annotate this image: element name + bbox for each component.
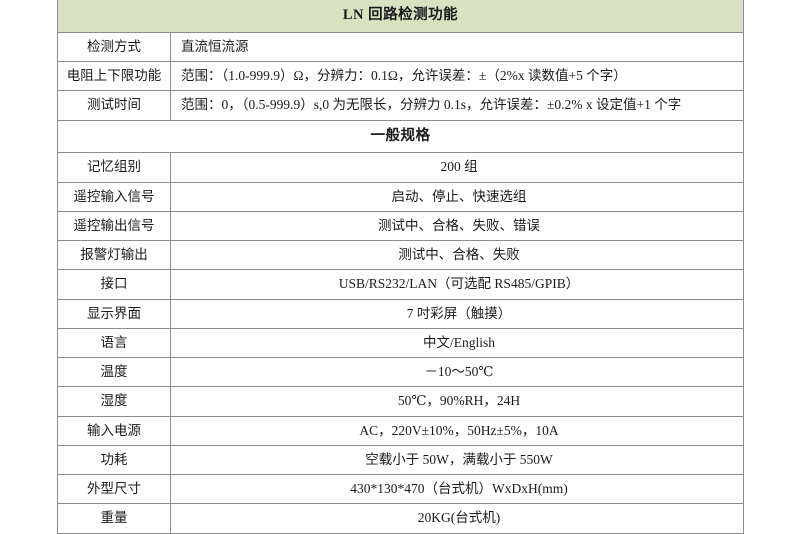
table-row: 功耗 空载小于 50W，满载小于 550W	[57, 444, 744, 476]
table-row: 外型尺寸 430*130*470（台式机）WxDxH(mm)	[57, 473, 744, 505]
row-value-memory-groups: 200 组	[170, 152, 744, 183]
table-row: 接口 USB/RS232/LAN（可选配 RS485/GPIB）	[57, 269, 744, 300]
row-label-memory-groups: 记忆组别	[57, 152, 171, 183]
row-label-detection-method: 检测方式	[57, 31, 171, 63]
row-label-resistance-limit: 电阻上下限功能	[57, 60, 171, 92]
section-header-general-spec: 一般规格	[57, 119, 744, 154]
table-row: 输入电源 AC，220V±10%，50Hz±5%，10A	[57, 415, 744, 446]
section-header-label: 一般规格	[57, 119, 744, 154]
row-label-alarm-light-output: 报警灯输出	[57, 239, 171, 271]
row-label-weight: 重量	[57, 503, 171, 534]
row-value-power-consumption: 空载小于 50W，满载小于 550W	[170, 444, 744, 476]
table-row: 记忆组别 200 组	[57, 152, 744, 183]
table-row: 报警灯输出 测试中、合格、失败	[57, 239, 744, 271]
table-row: 遥控输入信号 启动、停止、快速选组	[57, 181, 744, 212]
row-label-language: 语言	[57, 327, 171, 359]
specification-table: LN 回路检测功能 检测方式 直流恒流源 电阻上下限功能 范围：（1.0-999…	[57, 0, 744, 534]
row-label-remote-output: 遥控输出信号	[57, 210, 171, 242]
row-label-humidity: 湿度	[57, 386, 171, 417]
row-label-input-power: 输入电源	[57, 415, 171, 446]
table-row: 重量 20KG(台式机)	[57, 503, 744, 534]
table-row: 显示界面 7 吋彩屏（触摸）	[57, 298, 744, 329]
row-value-temperature: －10～50℃	[170, 356, 744, 388]
row-value-detection-method: 直流恒流源	[170, 31, 744, 63]
row-label-test-time: 测试时间	[57, 90, 171, 121]
table-row: 湿度 50℃，90%RH，24H	[57, 386, 744, 417]
table-row: 遥控输出信号 测试中、合格、失败、错误	[57, 210, 744, 242]
row-value-humidity: 50℃，90%RH，24H	[170, 386, 744, 417]
row-label-remote-input: 遥控输入信号	[57, 181, 171, 212]
row-value-interface: USB/RS232/LAN（可选配 RS485/GPIB）	[170, 269, 744, 300]
table-row: 语言 中文/English	[57, 327, 744, 359]
row-value-display: 7 吋彩屏（触摸）	[170, 298, 744, 329]
section-header-label: LN 回路检测功能	[57, 0, 744, 33]
table-row: 温度 －10～50℃	[57, 356, 744, 388]
row-value-dimensions: 430*130*470（台式机）WxDxH(mm)	[170, 473, 744, 505]
row-label-dimensions: 外型尺寸	[57, 473, 171, 505]
row-value-language: 中文/English	[170, 327, 744, 359]
row-value-weight: 20KG(台式机)	[170, 503, 744, 534]
row-value-remote-output: 测试中、合格、失败、错误	[170, 210, 744, 242]
document-page: LN 回路检测功能 检测方式 直流恒流源 电阻上下限功能 范围：（1.0-999…	[57, 0, 744, 534]
row-value-alarm-light-output: 测试中、合格、失败	[170, 239, 744, 271]
row-value-input-power: AC，220V±10%，50Hz±5%，10A	[170, 415, 744, 446]
row-label-display: 显示界面	[57, 298, 171, 329]
table-row: 电阻上下限功能 范围：（1.0-999.9）Ω，分辨力：0.1Ω，允许误差：±（…	[57, 60, 744, 92]
table-row: 检测方式 直流恒流源	[57, 31, 744, 63]
section-header-ln-loop: LN 回路检测功能	[57, 0, 744, 33]
table-row: 测试时间 范围：0，（0.5-999.9）s,0 为无限长，分辨力 0.1s，允…	[57, 90, 744, 121]
row-label-power-consumption: 功耗	[57, 444, 171, 476]
row-value-test-time: 范围：0，（0.5-999.9）s,0 为无限长，分辨力 0.1s，允许误差：±…	[170, 90, 744, 121]
row-label-temperature: 温度	[57, 356, 171, 388]
row-label-interface: 接口	[57, 269, 171, 300]
row-value-remote-input: 启动、停止、快速选组	[170, 181, 744, 212]
row-value-resistance-limit: 范围：（1.0-999.9）Ω，分辨力：0.1Ω，允许误差：±（2%x 读数值+…	[170, 60, 744, 92]
table-body: LN 回路检测功能 检测方式 直流恒流源 电阻上下限功能 范围：（1.0-999…	[57, 0, 744, 534]
